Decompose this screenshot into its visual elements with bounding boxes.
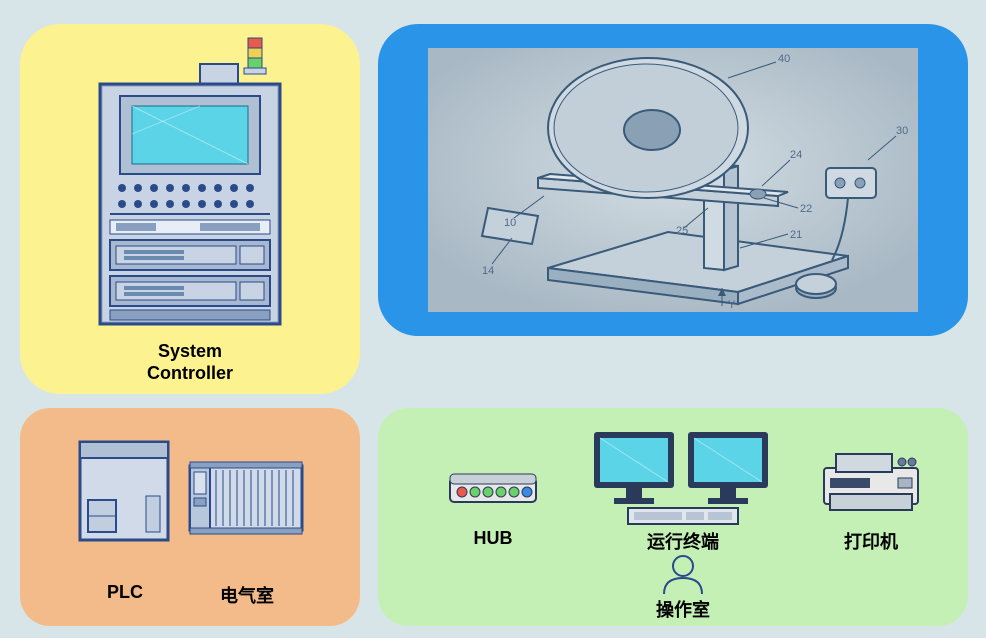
printer-label: 打印机 [816,528,926,554]
system-controller-label-line2: Controller [147,363,233,383]
operator-room-label: 操作室 [608,596,758,622]
plc-unit-icon [74,436,174,546]
svg-text:14: 14 [482,265,494,277]
svg-text:40: 40 [778,53,790,65]
machine-panel: 40 30 24 22 21 25 10 14 Y [378,24,968,336]
terminal-monitors-icon [588,426,778,526]
hub-icon [448,470,538,510]
system-controller-label-line1: System [158,341,222,361]
machine-diagram-icon: 40 30 24 22 21 25 10 14 Y [428,48,918,312]
electrical-room-label: 电气室 [192,582,302,608]
plc-panel: PLC 电气室 [20,408,360,626]
operator-panel: HUB 运行终端 操作室 打印机 [378,408,968,626]
machine-diagram-frame: 40 30 24 22 21 25 10 14 Y [428,48,918,312]
svg-text:30: 30 [896,125,908,137]
svg-text:21: 21 [790,229,802,241]
svg-text:22: 22 [800,203,812,215]
terminal-label: 运行终端 [608,528,758,554]
electrical-rack-icon [186,458,306,538]
svg-text:25: 25 [676,225,688,237]
svg-text:10: 10 [504,217,516,229]
system-controller-rack-icon [80,34,300,334]
operator-user-icon [658,552,708,596]
svg-text:24: 24 [790,149,802,161]
system-controller-panel: System Controller [20,24,360,394]
plc-label: PLC [80,582,170,603]
printer-icon [816,448,926,518]
system-controller-label: System Controller [20,340,360,384]
hub-label: HUB [448,528,538,549]
svg-text:Y: Y [728,299,736,311]
